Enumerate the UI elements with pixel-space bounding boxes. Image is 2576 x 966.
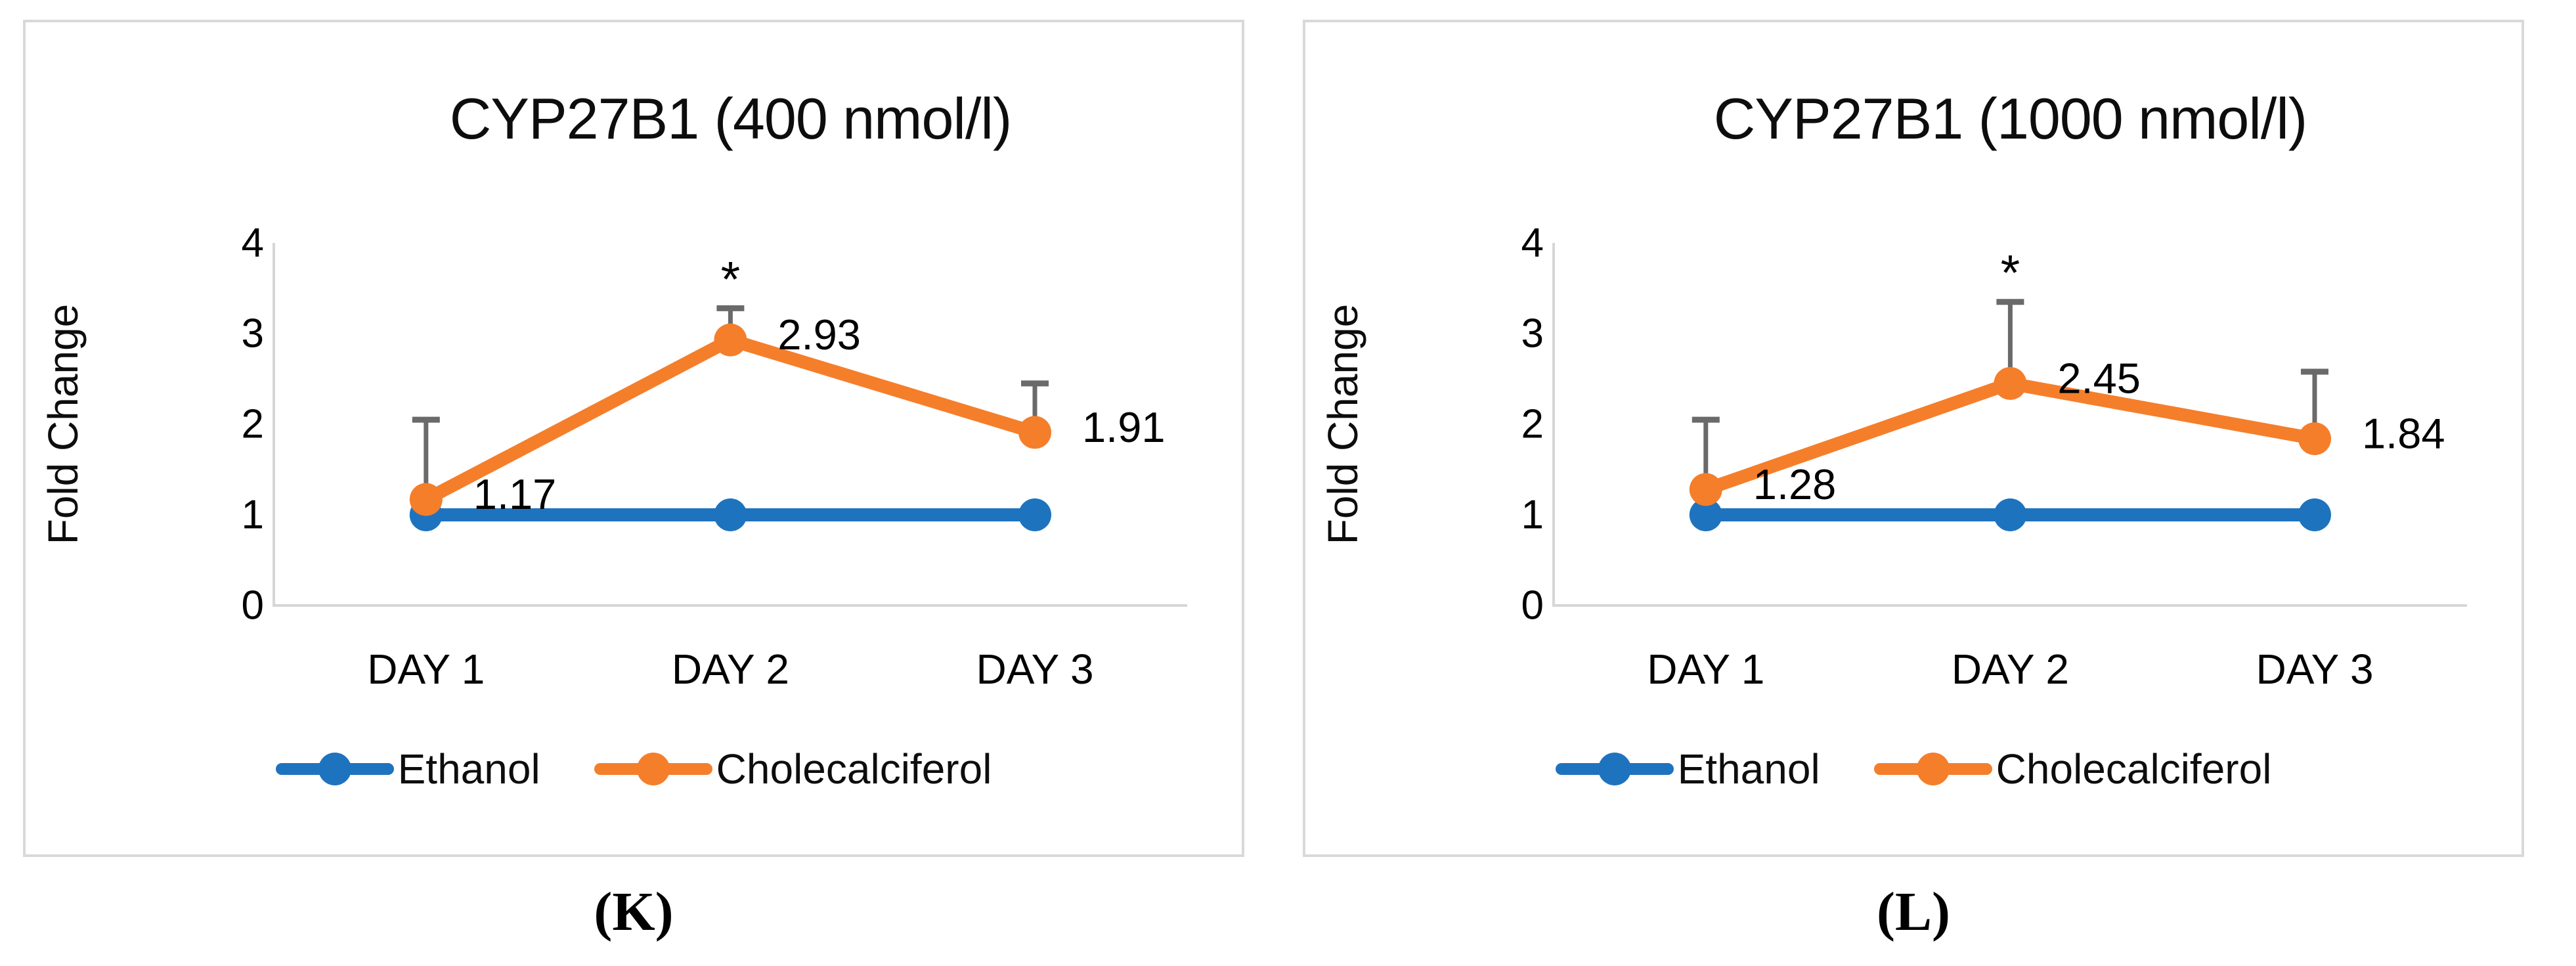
plot-area-l: 0 1 2 3 4 DAY 1 DAY 2 DAY 3 1.28 2.45 1.84 * <box>1521 221 2467 693</box>
data-label-0: 1.28 <box>1753 460 1837 508</box>
y-tick-label-0: 0 <box>1521 583 1544 628</box>
ethanol-marker-2 <box>2298 498 2331 531</box>
caption-l: (L) <box>1877 881 1950 942</box>
cholecalciferol-marker-1 <box>714 323 747 357</box>
x-category-label-0: DAY 1 <box>1647 646 1764 693</box>
y-tick-label-1: 1 <box>1521 493 1544 538</box>
plot-area-k: 0 1 2 3 4 DAY 1 DAY 2 DAY 3 1.17 2.93 1.91 * <box>242 221 1187 693</box>
legend-l: Ethanol Cholecalciferol <box>1305 745 2521 793</box>
data-label-2: 1.91 <box>1082 403 1166 451</box>
legend-label-ethanol: Ethanol <box>397 745 540 793</box>
x-category-label-1: DAY 2 <box>672 646 789 693</box>
cholecalciferol-marker-0 <box>409 483 443 516</box>
legend-label-ethanol: Ethanol <box>1677 745 1820 793</box>
data-label-1: 2.93 <box>777 311 861 359</box>
y-tick-label-4: 4 <box>1521 221 1544 266</box>
y-tick-label-3: 3 <box>242 311 264 357</box>
ethanol-marker-2 <box>1018 498 1051 531</box>
y-tick-label-1: 1 <box>242 493 264 538</box>
y-tick-label-0: 0 <box>242 583 264 628</box>
x-category-label-1: DAY 2 <box>1952 646 2069 693</box>
ethanol-marker-0 <box>1689 498 1722 531</box>
y-tick-label-2: 2 <box>1521 402 1544 447</box>
x-category-label-0: DAY 1 <box>367 646 485 693</box>
y-tick-label-2: 2 <box>242 402 264 447</box>
ethanol-legend-marker-icon <box>275 749 394 789</box>
significance-star-1: * <box>721 252 741 307</box>
cholecalciferol-marker-2 <box>2298 422 2331 456</box>
ethanol-marker-1 <box>714 498 747 531</box>
legend-k: Ethanol Cholecalciferol <box>26 745 1242 793</box>
data-label-1: 2.45 <box>2057 354 2141 402</box>
cholecalciferol-marker-1 <box>1994 366 2027 400</box>
cholecalciferol-marker-0 <box>1689 473 1722 506</box>
ethanol-marker-1 <box>1994 498 2027 531</box>
legend-item-ethanol: Ethanol <box>275 745 540 793</box>
legend-item-cholecalciferol: Cholecalciferol <box>1873 745 2272 793</box>
legend-item-ethanol: Ethanol <box>1555 745 1820 793</box>
y-tick-label-4: 4 <box>242 221 264 266</box>
legend-label-cholecalciferol: Cholecalciferol <box>716 745 992 793</box>
chart-panel-k: CYP27B1 (400 nmol/l) Fold Change 0 1 2 3 4 DA… <box>23 20 1244 857</box>
cholecalciferol-legend-marker-icon <box>594 749 712 789</box>
significance-star-1: * <box>2001 246 2020 301</box>
chart-title-k: CYP27B1 (400 nmol/l) <box>449 86 1013 151</box>
data-label-0: 1.17 <box>473 470 557 518</box>
legend-item-cholecalciferol: Cholecalciferol <box>594 745 992 793</box>
legend-label-cholecalciferol: Cholecalciferol <box>1996 745 2272 793</box>
caption-k: (K) <box>594 881 674 942</box>
y-tick-label-3: 3 <box>1521 311 1544 357</box>
cholecalciferol-marker-2 <box>1018 416 1051 449</box>
ethanol-legend-marker-icon <box>1555 749 1674 789</box>
x-category-label-2: DAY 3 <box>2256 646 2373 693</box>
x-category-label-2: DAY 3 <box>976 646 1093 693</box>
chart-title-l: CYP27B1 (1000 nmol/l) <box>1713 86 2307 151</box>
cholecalciferol-legend-marker-icon <box>1873 749 1992 789</box>
data-label-2: 1.84 <box>2362 410 2445 458</box>
